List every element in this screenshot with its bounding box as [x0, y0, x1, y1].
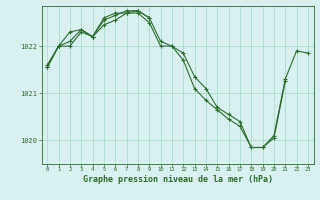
X-axis label: Graphe pression niveau de la mer (hPa): Graphe pression niveau de la mer (hPa): [83, 175, 273, 184]
